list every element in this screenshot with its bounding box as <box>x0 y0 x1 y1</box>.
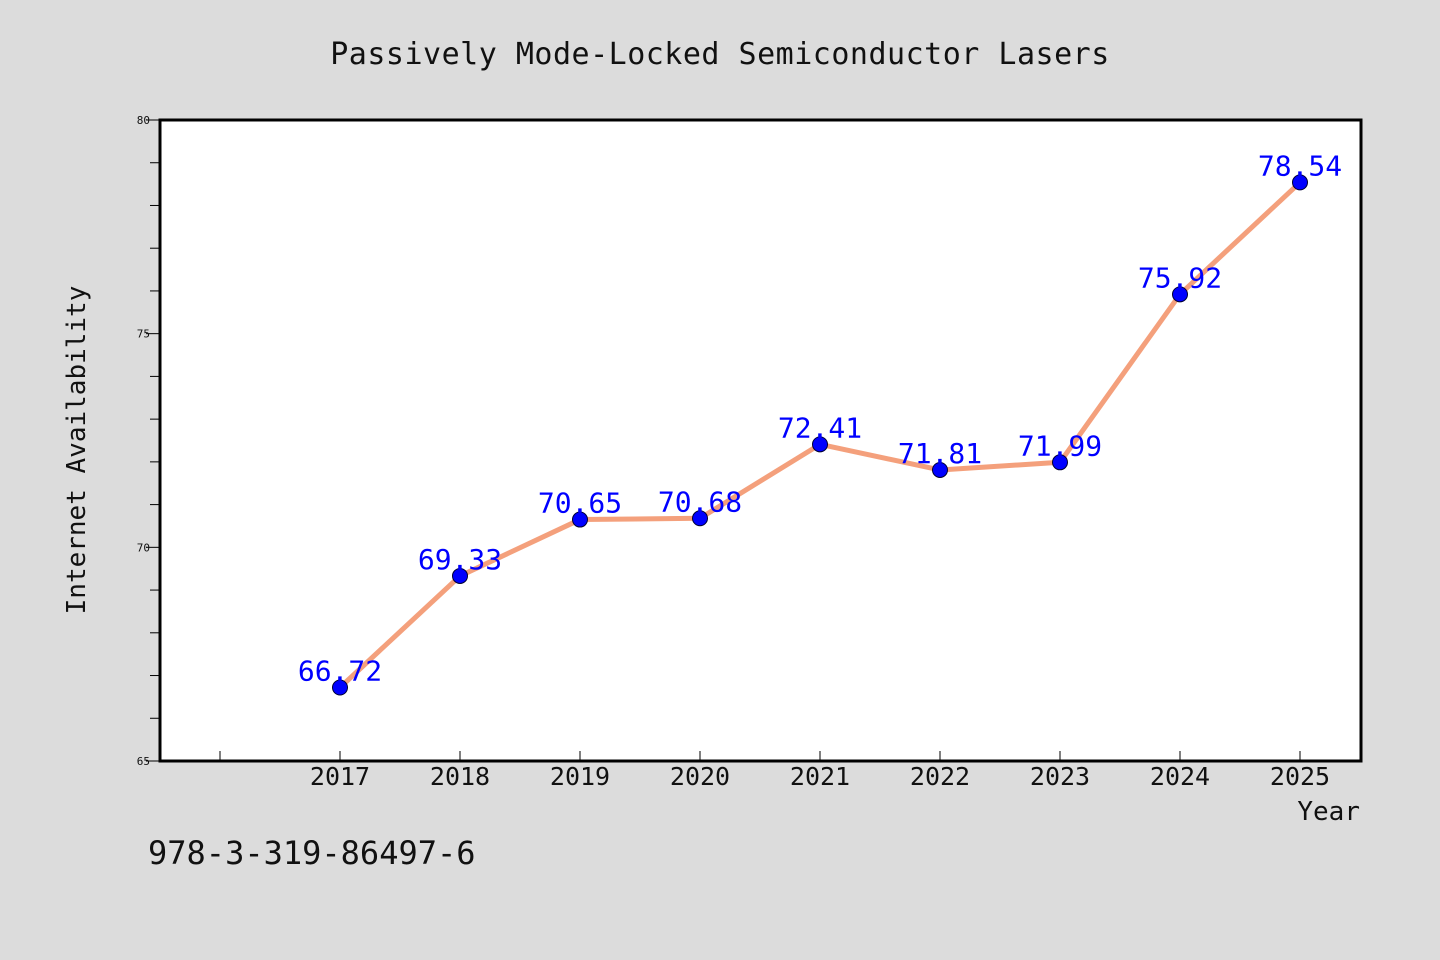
data-point <box>332 679 348 696</box>
data-point <box>1052 454 1068 471</box>
plot-area <box>158 118 1363 763</box>
y-tick-label: 75 <box>137 328 150 341</box>
x-tick-label: 2024 <box>1150 762 1210 791</box>
data-point <box>1172 286 1188 303</box>
x-axis: 2017 2018 2019 2020 2021 2022 2023 2024 2025 <box>219 751 1330 791</box>
data-label: 72.41 <box>778 411 862 444</box>
data-label: 69.33 <box>418 543 502 576</box>
data-point <box>932 461 948 478</box>
chart-title: Passively Mode-Locked Semiconductor Lase… <box>330 37 1110 72</box>
y-axis-label: Internet Availability <box>62 286 92 615</box>
x-axis-label: Year <box>1297 797 1360 827</box>
data-point <box>1292 174 1308 191</box>
data-label: 70.68 <box>658 485 742 518</box>
y-axis: 65 70 75 80 <box>137 114 160 768</box>
x-tick-label: 2020 <box>670 762 730 791</box>
y-tick-label: 80 <box>137 114 150 127</box>
isbn-identifier: 978-3-319-86497-6 <box>148 834 476 872</box>
data-label: 71.81 <box>898 437 982 470</box>
data-point <box>452 567 468 584</box>
series-line-group <box>332 174 1308 696</box>
x-tick-label: 2025 <box>1270 762 1330 791</box>
data-point <box>572 511 588 528</box>
x-tick-label: 2023 <box>1030 762 1090 791</box>
data-label: 71.99 <box>1018 429 1102 462</box>
x-tick-label: 2021 <box>790 762 850 791</box>
x-tick-label: 2022 <box>910 762 970 791</box>
x-tick-label: 2018 <box>430 762 490 791</box>
data-label: 75.92 <box>1138 261 1222 294</box>
data-label: 70.65 <box>538 487 622 520</box>
data-label: 78.54 <box>1258 149 1342 182</box>
y-tick-label: 65 <box>137 755 150 768</box>
x-tick-label: 2019 <box>550 762 610 791</box>
data-label: 66.72 <box>298 654 382 687</box>
x-tick-label: 2017 <box>310 762 370 791</box>
data-point <box>692 510 708 527</box>
data-labels-group: 66.72 69.33 70.65 70.68 72.41 71.81 71.99 75.92… <box>298 149 1342 687</box>
data-point <box>812 436 828 453</box>
y-tick-label: 70 <box>137 541 150 554</box>
